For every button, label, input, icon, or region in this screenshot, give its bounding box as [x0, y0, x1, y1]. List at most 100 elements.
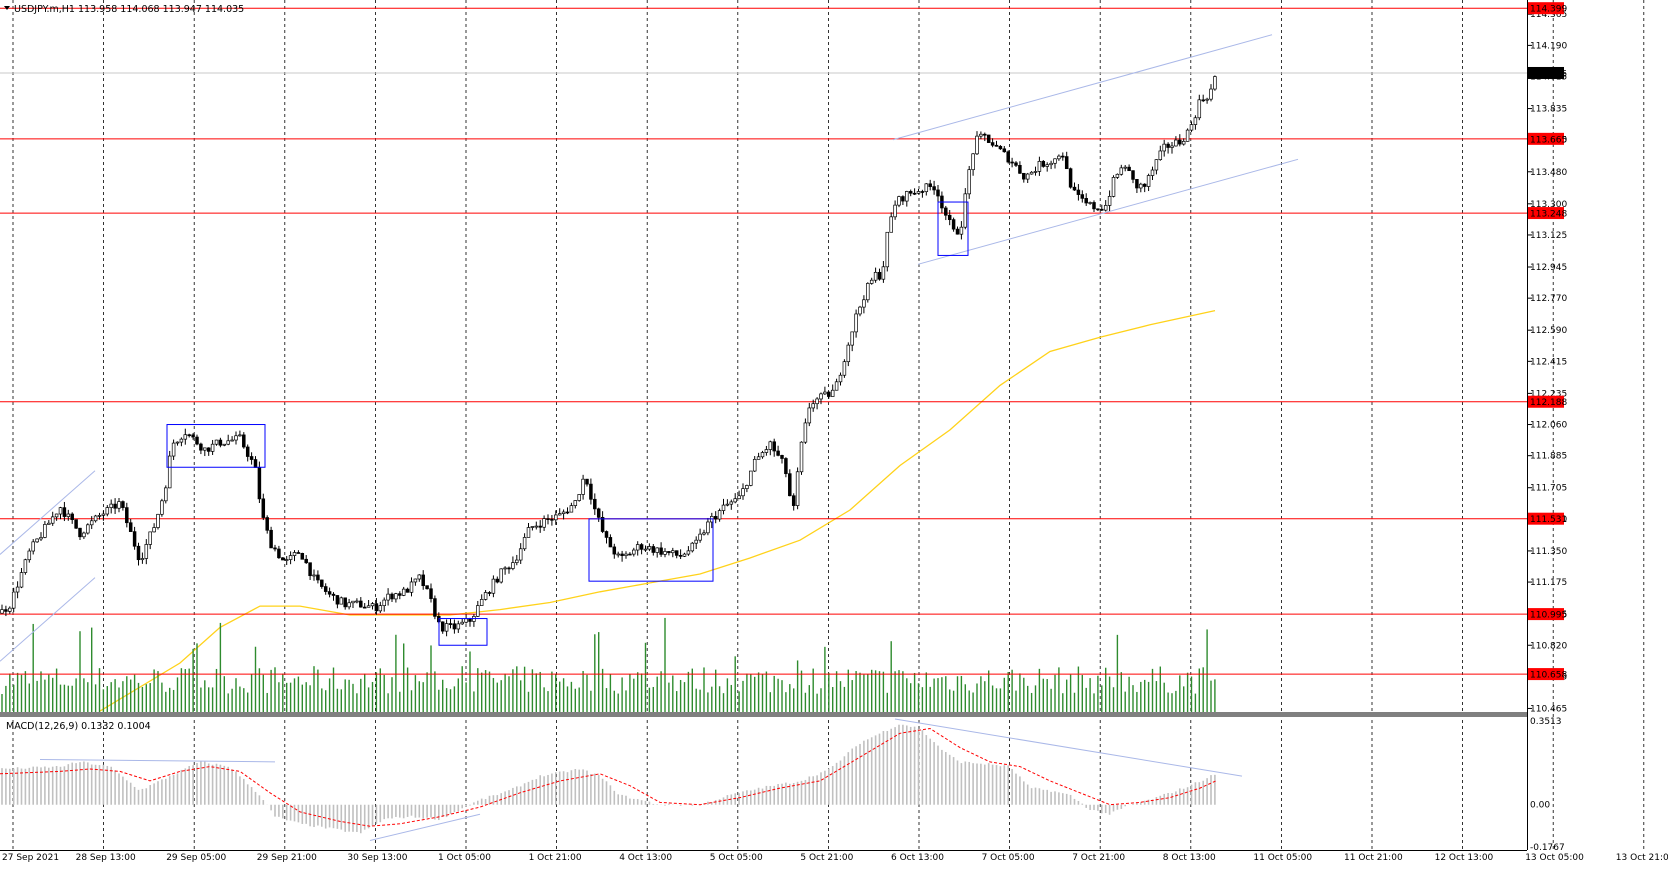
candle-body — [863, 300, 866, 307]
macd-signal — [0, 729, 1216, 827]
candle-body — [800, 442, 803, 472]
time-label: 27 Sep 2021 — [2, 853, 59, 863]
candle-body — [1163, 144, 1166, 151]
candle-body — [671, 551, 674, 553]
candle-body — [785, 458, 788, 473]
price-axis: 114.365114.190114.015113.835113.660113.4… — [1527, 2, 1567, 853]
candle-body — [344, 598, 347, 607]
macd-tick-label: 0.3513 — [1530, 717, 1562, 727]
rectangles[interactable] — [167, 202, 968, 645]
candle-body — [593, 499, 596, 509]
candle-body — [1151, 170, 1154, 175]
candle-body — [207, 448, 210, 451]
candle-body — [461, 622, 464, 624]
time-label: 13 Oct 21:00 — [1616, 853, 1668, 863]
candle-body — [395, 594, 398, 599]
candle-body — [496, 579, 499, 582]
candle-body — [258, 468, 261, 499]
candle-body — [933, 187, 936, 190]
candle-body — [86, 525, 89, 533]
candle-body — [1046, 165, 1049, 167]
time-label: 12 Oct 13:00 — [1435, 853, 1494, 863]
candle-body — [812, 404, 815, 408]
candle-body — [995, 145, 998, 146]
candle-body — [796, 472, 799, 506]
candle-body — [8, 608, 11, 611]
candle-body — [227, 441, 230, 444]
candle-body — [309, 563, 312, 576]
candle-body — [418, 575, 421, 579]
candle-body — [980, 134, 983, 136]
candle-body — [964, 194, 967, 227]
candle-body — [188, 435, 191, 436]
candle-body — [574, 501, 577, 506]
candle-body — [535, 526, 538, 527]
candle-body — [336, 595, 339, 604]
level-label: 113.248 — [1530, 210, 1567, 220]
candle-body — [539, 526, 542, 527]
candle-body — [742, 489, 745, 496]
macd-trendline — [370, 814, 480, 840]
candle-body — [987, 135, 990, 143]
candle-body — [98, 515, 101, 516]
candle-body — [32, 542, 35, 551]
candle-body — [1019, 165, 1022, 173]
panel-separator — [0, 712, 1527, 717]
candle-body — [274, 548, 277, 549]
time-label: 11 Oct 05:00 — [1253, 853, 1312, 863]
candle-body — [488, 592, 491, 593]
candle-body — [816, 399, 819, 404]
channel-lines[interactable] — [0, 35, 1298, 662]
candle-body — [387, 594, 390, 600]
candle-body — [905, 191, 908, 201]
candle-body — [734, 499, 737, 502]
candle-body — [519, 549, 522, 560]
candle-body — [441, 622, 444, 631]
candle-body — [894, 205, 897, 217]
candle-body — [757, 457, 760, 460]
candle-body — [609, 537, 612, 546]
candle-body — [851, 332, 854, 345]
candle-body — [629, 554, 632, 555]
candle-body — [192, 435, 195, 437]
candle-body — [921, 191, 924, 192]
candle-body — [469, 619, 472, 622]
candle-body — [781, 455, 784, 458]
candle-body — [605, 532, 608, 538]
rectangle-box — [589, 519, 713, 581]
price-tick-label: 112.415 — [1530, 357, 1567, 367]
candle-body — [640, 545, 643, 550]
candle-body — [644, 549, 647, 550]
candle-body — [660, 548, 663, 554]
candle-body — [476, 606, 479, 617]
channel-line — [0, 471, 95, 555]
candle-body — [1085, 198, 1088, 203]
candle-body — [1186, 130, 1189, 141]
candle-body — [348, 603, 351, 607]
candle-body — [952, 220, 955, 230]
candle-body — [1042, 161, 1045, 166]
candle-body — [480, 599, 483, 605]
price-tick-label: 111.885 — [1530, 452, 1567, 462]
candle-body — [983, 134, 986, 135]
candle-body — [765, 450, 768, 453]
candle-body — [1093, 202, 1096, 208]
candle-body — [371, 604, 374, 606]
candle-body — [1007, 152, 1010, 162]
candle-body — [402, 589, 405, 595]
candle-body — [328, 592, 331, 595]
macd-tick-label: 0.00 — [1530, 801, 1550, 811]
candle-body — [239, 435, 242, 436]
price-tick-label: 111.175 — [1530, 578, 1567, 588]
candle-body — [356, 601, 359, 602]
candle-body — [1058, 156, 1061, 159]
candle-body — [714, 516, 717, 519]
candle-body — [601, 517, 604, 531]
time-label: 5 Oct 21:00 — [800, 853, 853, 863]
candle-body — [730, 502, 733, 504]
candle-body — [976, 136, 979, 154]
horizontal-levels[interactable] — [0, 8, 1527, 674]
candle-body — [707, 522, 710, 533]
candle-body — [847, 345, 850, 362]
